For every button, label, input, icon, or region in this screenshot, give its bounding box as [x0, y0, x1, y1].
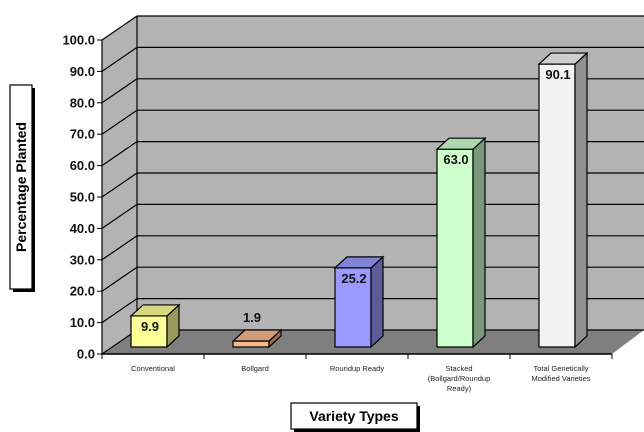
gridline-side [101, 15, 138, 41]
x-category-label: Roundup Ready [330, 364, 384, 373]
data-label: 9.9 [141, 319, 159, 334]
x-axis-title: Variety Types [290, 402, 420, 432]
y-tick-label: 20.0 [70, 284, 95, 299]
gridline-side [101, 172, 138, 198]
bar [231, 328, 283, 349]
bar-front [538, 63, 576, 348]
gridline-side [101, 46, 138, 72]
bar-top [231, 329, 283, 342]
data-label: 1.9 [243, 310, 261, 325]
y-axis-label: Percentage Planted [13, 122, 29, 252]
gridline-side [101, 109, 138, 135]
gridline-side [101, 141, 138, 167]
bar [129, 303, 181, 349]
bar [333, 255, 385, 349]
bar-side [370, 255, 384, 349]
x-axis: Conventional Bollgard Roundup Ready Stacked… [101, 353, 613, 393]
x-category-label: Stacked (Bollgard/Roundup Ready) [428, 364, 491, 393]
x-category-label-line: Total Genetically [533, 364, 588, 373]
y-axis: 0.0 10.0 20.0 30.0 40.0 50.0 60.0 70.0 80.0 90.0 1… [62, 33, 103, 362]
bar [537, 51, 589, 349]
bar-side [472, 136, 486, 349]
bar-side [574, 51, 588, 349]
y-tick-label: 0.0 [77, 347, 95, 362]
gridline-side [101, 235, 138, 261]
gridline-side [101, 203, 138, 229]
y-tick-label: 90.0 [70, 64, 95, 79]
x-axis-label: Variety Types [309, 408, 398, 424]
y-tick-label: 50.0 [70, 190, 95, 205]
bars [129, 51, 589, 349]
x-category-label-line: (Bollgard/Roundup [428, 374, 491, 383]
bar-top [537, 52, 589, 65]
y-tick-label: 40.0 [70, 221, 95, 236]
data-label: 25.2 [341, 271, 366, 286]
x-category-label-line: Modified Varieties [531, 374, 590, 383]
data-label: 90.1 [545, 67, 570, 82]
bar-top [129, 304, 181, 317]
bar-front [232, 340, 270, 348]
x-category-label: Total Genetically Modified Varieties [531, 364, 590, 383]
data-labels: 9.9 1.9 25.2 63.0 90.1 [141, 67, 571, 334]
y-tick-label: 80.0 [70, 95, 95, 110]
y-axis-title: Percentage Planted [9, 84, 35, 292]
y-tick-label: 30.0 [70, 252, 95, 267]
y-tick-label: 70.0 [70, 127, 95, 142]
gridline-side [101, 78, 138, 104]
data-label: 63.0 [443, 152, 468, 167]
gridline-side [101, 266, 138, 292]
y-tick-label: 10.0 [70, 315, 95, 330]
x-category-label-line: Ready) [447, 384, 472, 393]
y-tick-label: 100.0 [62, 33, 95, 48]
gridline-side [101, 298, 138, 324]
x-category-label-line: Conventional [131, 364, 175, 373]
x-category-label-line: Bollgard [241, 364, 269, 373]
y-tick-label: 60.0 [70, 158, 95, 173]
x-category-label-line: Stacked [445, 364, 472, 373]
bar-top [333, 256, 385, 269]
bar [435, 136, 487, 349]
x-category-label: Bollgard [241, 364, 269, 373]
x-category-label: Conventional [131, 364, 175, 373]
bar-top [435, 137, 487, 150]
x-category-label-line: Roundup Ready [330, 364, 384, 373]
bar-front [436, 148, 474, 348]
